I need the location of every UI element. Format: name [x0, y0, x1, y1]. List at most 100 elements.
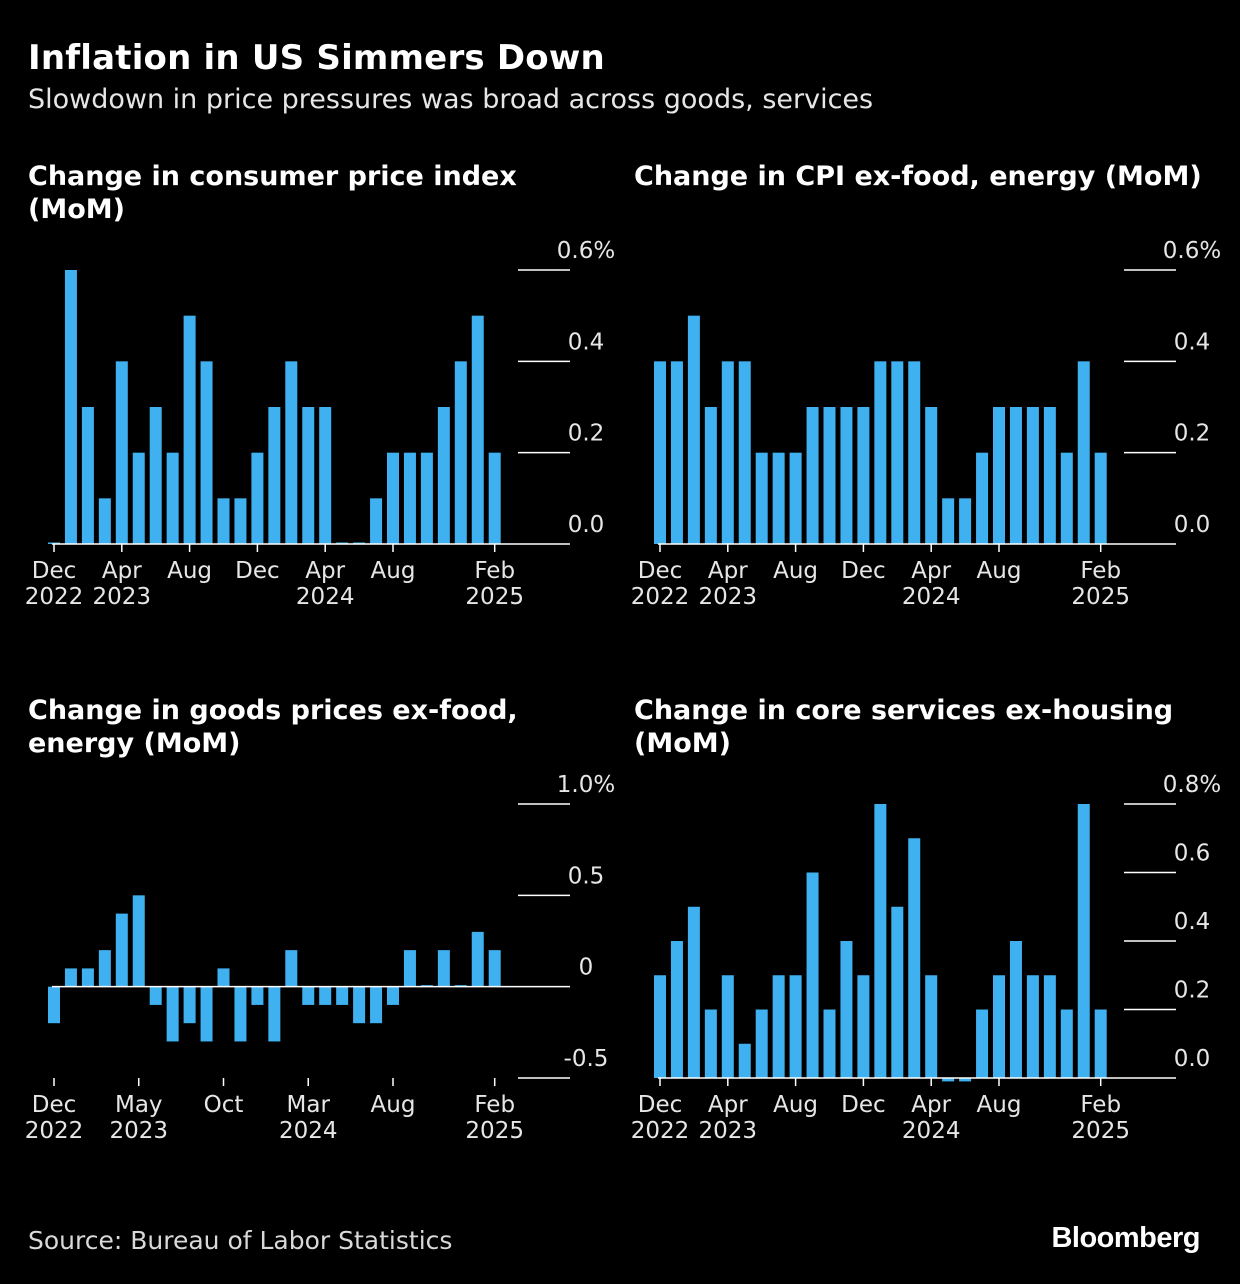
chart-panel-cpi: Change in consumer price index (MoM) 0.6… [25, 160, 628, 620]
y-tick-label: 0.4 [1174, 909, 1211, 935]
y-tick-label: 0.6% [557, 238, 615, 264]
x-tick-label: Mar [287, 1092, 331, 1118]
bar [302, 986, 315, 1005]
bar [891, 906, 904, 1078]
x-tick-year-label: 2025 [465, 584, 524, 610]
bar [789, 452, 802, 544]
y-tick-label: 0.2 [1174, 978, 1211, 1004]
y-tick-label: 0.0 [568, 512, 605, 538]
x-tick-year-label: 2025 [465, 1118, 524, 1144]
page-subtitle: Slowdown in price pressures was broad ac… [28, 84, 874, 115]
x-tick-label: Dec [32, 1092, 77, 1118]
x-tick-label: Oct [204, 1092, 244, 1118]
bar [98, 950, 111, 987]
bar [942, 498, 955, 544]
x-tick-label: Aug [371, 558, 416, 584]
chart-panel-services: Change in core services ex-housing (MoM)… [631, 694, 1234, 1154]
bar [874, 361, 887, 544]
bar [98, 498, 111, 544]
x-tick-label: Dec [235, 558, 280, 584]
bar [704, 1009, 717, 1078]
bar [132, 895, 145, 987]
bar [420, 452, 433, 544]
bar [687, 906, 700, 1078]
bar [654, 975, 666, 1078]
x-tick-label: Aug [773, 558, 818, 584]
x-tick-label: Dec [32, 558, 77, 584]
chart-title: Change in consumer price index (MoM) [28, 161, 517, 225]
bar [251, 986, 264, 1005]
bar [234, 986, 247, 1042]
bar [1043, 975, 1056, 1078]
bar [840, 407, 853, 544]
bar [1077, 804, 1090, 1078]
bar [437, 950, 450, 987]
bar [1077, 361, 1090, 544]
bar [823, 407, 836, 544]
bar [942, 1078, 955, 1082]
x-tick-label: May [115, 1092, 163, 1118]
bar [488, 950, 501, 987]
bar [149, 986, 162, 1005]
x-tick-label: Apr [305, 558, 345, 584]
bar [268, 986, 281, 1042]
bar [200, 986, 213, 1042]
y-tick-label: -0.5 [564, 1046, 609, 1072]
bar [437, 407, 450, 544]
bar [654, 361, 666, 544]
bar [704, 407, 717, 544]
x-tick-label: Apr [911, 1092, 951, 1118]
chart-panel-goods: Change in goods prices ex-food, energy (… [25, 694, 628, 1154]
y-tick-label: 0.4 [568, 329, 605, 355]
x-tick-label: Apr [102, 558, 142, 584]
x-tick-label: Apr [708, 558, 748, 584]
bar [166, 452, 179, 544]
bar [857, 975, 870, 1078]
x-tick-label: Feb [1080, 1092, 1121, 1118]
x-tick-year-label: 2022 [25, 1118, 84, 1144]
x-tick-label: Dec [638, 558, 683, 584]
chart-title: Change in CPI ex-food, energy (MoM) [634, 161, 1202, 192]
bar [251, 452, 264, 544]
bar [1060, 1009, 1073, 1078]
bar [454, 985, 467, 987]
x-tick-year-label: 2022 [631, 584, 690, 610]
bar [183, 986, 196, 1024]
bar [370, 498, 383, 544]
bar [687, 315, 700, 544]
x-tick-year-label: 2024 [296, 584, 355, 610]
chart-title: Change in core services ex-housing (MoM) [634, 695, 1174, 759]
x-tick-year-label: 2025 [1071, 1118, 1130, 1144]
y-tick-label: 0.6 [1174, 841, 1211, 867]
bar [993, 407, 1005, 544]
y-tick-label: 0.6% [1163, 238, 1221, 264]
bar [302, 407, 315, 544]
bar [959, 498, 972, 544]
bar [166, 986, 179, 1042]
bar [908, 838, 921, 1078]
bar [454, 361, 467, 544]
bar [217, 968, 230, 987]
bar [1094, 1009, 1107, 1078]
bar [183, 315, 196, 544]
y-tick-label: 0.0 [1174, 512, 1211, 538]
bar [234, 498, 247, 544]
bar [64, 968, 77, 987]
x-tick-label: Feb [474, 558, 515, 584]
bar [738, 361, 751, 544]
bar [738, 1043, 751, 1078]
x-tick-year-label: 2023 [109, 1118, 168, 1144]
x-tick-label: Aug [371, 1092, 416, 1118]
bar [420, 985, 433, 987]
x-tick-year-label: 2023 [699, 1118, 758, 1144]
y-tick-label: 0.2 [1174, 421, 1211, 447]
x-tick-year-label: 2024 [902, 584, 961, 610]
x-tick-year-label: 2022 [631, 1118, 690, 1144]
bar [48, 986, 60, 1024]
bar [200, 361, 213, 544]
bar [976, 452, 989, 544]
y-tick-label: 0.0 [1174, 1046, 1211, 1072]
bar [285, 950, 298, 987]
